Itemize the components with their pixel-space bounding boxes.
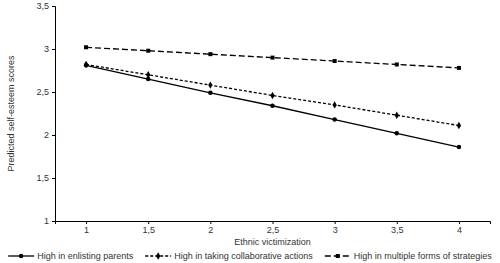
tick: 1: [84, 221, 89, 235]
point: [395, 131, 400, 136]
tick: 2,5: [36, 87, 55, 97]
point: [271, 56, 275, 60]
tick-mark: [52, 221, 55, 222]
tick-mark: [52, 135, 55, 136]
tick-mark: [335, 221, 336, 224]
tick-label: 1,5: [36, 173, 49, 183]
tick: 3: [44, 44, 55, 54]
legend-item: High in enlisting parents: [8, 251, 134, 261]
legend-marker: [336, 254, 340, 258]
legend-marker: [156, 252, 160, 259]
legend: High in enlisting parents High in taking …: [8, 251, 492, 261]
legend-label: High in multiple forms of strategies: [354, 251, 493, 261]
tick: 1: [44, 216, 55, 226]
legend-label: High in taking collaborative actions: [174, 251, 313, 261]
tick: 1,5: [36, 173, 55, 183]
tick-mark: [52, 178, 55, 179]
legend-marker: [19, 254, 24, 259]
tick-label: 3: [44, 44, 49, 54]
point: [270, 104, 275, 109]
axis-line: [52, 7, 56, 222]
tick: 2: [208, 221, 213, 235]
point: [208, 52, 212, 56]
y-axis: 1 1,5 2 2,5 3 3,5: [36, 1, 55, 226]
point: [270, 92, 274, 99]
point: [333, 59, 337, 63]
x-axis: 1 1,5 2 2,5 3 3,5 4: [56, 221, 491, 235]
tick-label: 2: [44, 130, 49, 140]
point: [84, 61, 88, 68]
tick-mark: [397, 221, 398, 224]
tick-mark: [52, 92, 55, 93]
tick-mark: [459, 221, 460, 224]
tick-label: 1,5: [142, 225, 155, 235]
tick-label: 3: [333, 225, 338, 235]
point: [146, 49, 150, 53]
tick: 2: [44, 130, 55, 140]
tick-mark: [210, 221, 211, 224]
tick: 3,5: [36, 1, 55, 11]
tick: 1,5: [142, 221, 155, 235]
y-axis-title: Predicted self-esteem scores: [6, 55, 16, 172]
series-line: [86, 47, 459, 68]
tick: 4: [457, 221, 462, 235]
tick-label: 2,5: [36, 87, 49, 97]
tick-mark: [273, 221, 274, 224]
tick: 2,5: [267, 221, 280, 235]
point: [146, 71, 150, 78]
tick-mark: [148, 221, 149, 224]
point: [332, 101, 336, 108]
tick-label: 1: [84, 225, 89, 235]
tick-label: 1: [44, 216, 49, 226]
x-axis-title: Ethnic victimization: [234, 237, 311, 247]
point: [84, 45, 88, 49]
point: [395, 62, 399, 66]
tick-mark: [52, 6, 55, 7]
point: [332, 117, 337, 122]
tick-label: 2: [208, 225, 213, 235]
axis-line: [56, 222, 491, 225]
plot: 1 1,5 2 2,5 3 3,5 4 1 1,5 2 2,5 3 3,5: [36, 1, 490, 235]
point: [457, 145, 462, 150]
point: [395, 111, 399, 118]
legend-label: High in enlisting parents: [37, 251, 134, 261]
tick-label: 2,5: [267, 225, 280, 235]
tick-label: 4: [457, 225, 462, 235]
tick-label: 3,5: [36, 1, 49, 11]
legend-item: High in taking collaborative actions: [145, 251, 313, 261]
marks: [84, 45, 461, 149]
tick: 3,5: [391, 221, 404, 235]
series-line: [86, 65, 459, 147]
point: [208, 81, 212, 88]
point: [208, 91, 213, 96]
series-line: [86, 64, 459, 125]
point: [457, 122, 461, 129]
point: [457, 66, 461, 70]
legend-item: High in multiple forms of strategies: [325, 251, 493, 261]
tick: 3: [333, 221, 338, 235]
tick-mark: [52, 49, 55, 50]
tick-label: 3,5: [391, 225, 404, 235]
tick-mark: [86, 221, 87, 224]
chart: 1 1,5 2 2,5 3 3,5 4 1 1,5 2 2,5 3 3,5 Ethnic victimiz…: [0, 0, 500, 263]
